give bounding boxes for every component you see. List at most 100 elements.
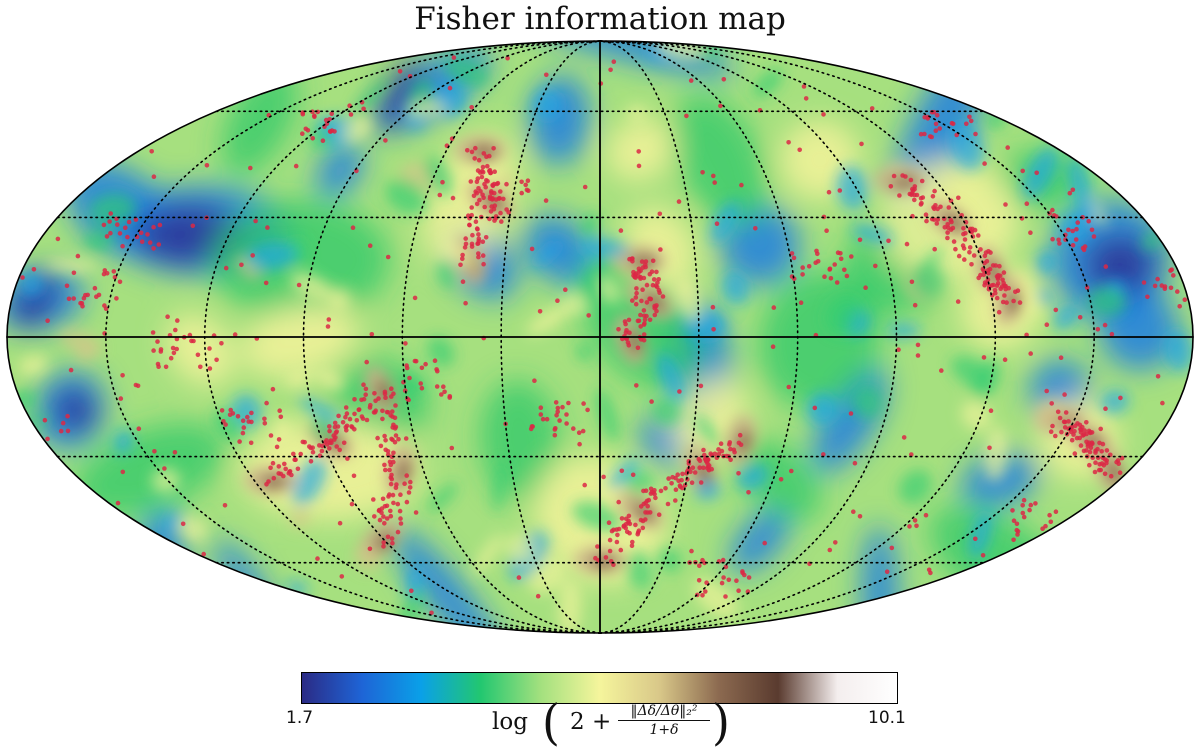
scatter-point — [276, 464, 282, 469]
scatter-point — [525, 178, 531, 183]
scatter-point — [481, 195, 486, 201]
scatter-point — [434, 384, 440, 389]
scatter-point — [650, 258, 656, 264]
scatter-point — [470, 232, 475, 238]
scatter-point — [919, 178, 925, 184]
scatter-point — [468, 179, 474, 184]
heatmap-texture — [1073, 204, 1100, 224]
heatmap-texture — [351, 76, 390, 119]
scatter-point — [873, 263, 878, 269]
scatter-point — [333, 430, 339, 436]
scatter-point — [973, 536, 978, 542]
scatter-point — [844, 273, 850, 279]
scatter-point — [75, 253, 81, 259]
heatmap-texture — [246, 241, 298, 271]
scatter-point — [586, 313, 591, 318]
scatter-point — [123, 225, 128, 231]
scatter-point — [897, 193, 902, 198]
scatter-point — [933, 128, 939, 133]
scatter-point — [710, 304, 716, 310]
scatter-point — [308, 459, 314, 464]
scatter-point — [633, 522, 638, 528]
scatter-point — [262, 416, 267, 422]
scatter-point — [1067, 190, 1073, 196]
scatter-point — [718, 103, 723, 109]
heatmap-texture — [292, 458, 327, 506]
heatmap-texture — [315, 368, 345, 391]
heatmap-texture — [492, 461, 507, 512]
scatter-point — [463, 300, 468, 306]
scatter-point — [480, 253, 486, 258]
scatter-point — [449, 445, 455, 451]
heatmap-texture — [752, 68, 783, 99]
scatter-point — [721, 77, 727, 82]
scatter-point — [476, 232, 481, 237]
scatter-point — [150, 330, 156, 335]
scatter-point — [409, 588, 414, 594]
scatter-point — [658, 488, 664, 494]
scatter-point — [827, 547, 833, 553]
heatmap-texture — [230, 394, 262, 429]
scatter-point — [969, 262, 974, 267]
scatter-point — [666, 476, 671, 481]
scatter-point — [55, 236, 61, 242]
scatter-point — [564, 421, 569, 426]
scatter-point — [1102, 322, 1108, 328]
scatter-point — [746, 575, 752, 580]
scatter-point — [380, 416, 385, 422]
scatter-point — [469, 105, 475, 110]
scatter-point — [151, 174, 157, 179]
scatter-point — [644, 313, 649, 319]
scatter-point — [492, 169, 498, 174]
scatter-point — [1070, 187, 1076, 193]
heatmap-texture — [427, 482, 458, 513]
scatter-point — [1003, 202, 1008, 207]
scatter-point — [914, 192, 920, 198]
heatmap-texture — [656, 352, 686, 401]
scatter-point — [627, 530, 632, 536]
scatter-point — [827, 267, 832, 272]
scatter-point — [287, 469, 292, 475]
scatter-point — [970, 226, 975, 232]
scatter-point — [489, 189, 494, 194]
scatter-point — [697, 563, 702, 569]
scatter-point — [475, 241, 480, 246]
heatmap-min-region — [54, 388, 96, 432]
scatter-point — [480, 164, 486, 170]
scatter-point — [638, 517, 644, 523]
scatter-point — [475, 168, 481, 173]
scatter-point — [552, 432, 558, 438]
scatter-point — [380, 496, 386, 502]
scatter-point — [387, 459, 393, 465]
scatter-point — [344, 423, 350, 429]
scatter-point — [45, 318, 50, 324]
scatter-point — [396, 436, 401, 442]
scatter-point — [993, 290, 998, 296]
graticule — [6, 40, 1194, 634]
scatter-point — [815, 259, 821, 264]
scatter-point — [677, 389, 682, 394]
scatter-point — [1089, 227, 1095, 233]
scatter-point — [499, 219, 504, 224]
colorbar-label: log ( 2 + ‖Δδ/Δθ‖₂² 1+δ ) — [478, 696, 738, 753]
scatter-point — [1000, 299, 1006, 305]
scatter-point — [1002, 357, 1008, 363]
scatter-point — [152, 449, 157, 454]
scatter-point — [1044, 388, 1049, 394]
scatter-point — [912, 197, 917, 203]
scatter-point — [954, 132, 959, 138]
scatter-point — [553, 426, 558, 431]
scatter-point — [389, 536, 395, 541]
heatmap-texture — [651, 396, 682, 427]
scatter-point — [434, 367, 439, 372]
scatter-point — [228, 407, 233, 413]
scatter-point — [912, 518, 918, 523]
scatter-point — [1090, 441, 1095, 446]
scatter-point — [1162, 286, 1168, 292]
scatter-point — [354, 418, 360, 423]
scatter-point — [601, 474, 606, 480]
heatmap-texture — [983, 426, 1010, 482]
scatter-point — [407, 485, 413, 490]
scatter-point — [423, 361, 428, 367]
scatter-point — [930, 194, 936, 199]
